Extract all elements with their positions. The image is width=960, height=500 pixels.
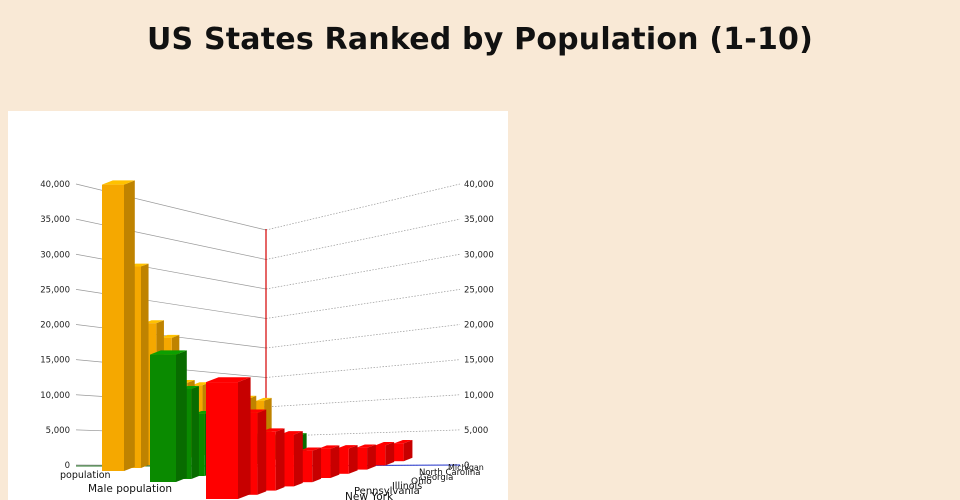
category-label: North Carolina [419,468,480,478]
bar-s2-c7-top [356,444,376,448]
bar-s2-c8-top [375,442,395,446]
series-label-population: population [60,470,111,481]
y-tick-label-left: 20,000 [40,321,70,331]
category-label: Pennsylvania [354,486,420,497]
bar-s2-c1-side [257,409,267,495]
gridline-right [265,183,461,231]
y-tick-label-left: 40,000 [40,180,70,190]
y-tick-label-left: 10,000 [40,391,70,401]
bar-s2-c5-top [318,445,340,449]
bar-s0-c5-top [192,382,211,386]
bar-s2-c5 [318,445,340,478]
labels: 0 0 5,000 5,000 10,000 10,000 15,000 15,000 20,0… [40,180,494,500]
bar-s0-c9-top [256,397,272,401]
bar-s2-c6-top [337,445,358,449]
bar-s2-c5-front [318,448,331,478]
gridline-right [265,359,461,378]
y-tick-label-left: 30,000 [40,250,70,260]
bar-s0-c0 [102,180,135,472]
category-label: Ohio [411,477,432,487]
bar-s0-c3-top [160,334,180,338]
y-tick-label-left: 0 [65,461,70,471]
bar-s2-c7 [356,444,376,470]
bar-s2-c8-side [385,442,395,466]
y-tick-label-right: 30,000 [464,250,494,260]
bar-s2-c2-top [261,428,285,432]
y-tick-label-right: 10,000 [464,391,494,401]
category-label: Illinois [392,481,422,492]
y-tick-label-right: 0 [464,461,469,471]
bar-s1-c0-front [150,354,176,482]
y-tick-label-left: 5,000 [46,426,70,436]
bar-s0-c0-side [124,180,135,472]
chart-3d-bars: 0 0 5,000 5,000 10,000 10,000 15,000 15,000 20,0… [40,180,494,500]
bar-s2-c9-top [394,439,413,444]
category-label: Michigan [448,463,484,472]
bar-s2-c0-side [238,377,251,499]
bar-s2-c7-front [356,447,368,470]
bar-s2-c3-top [280,431,303,435]
chart-panel: 0 0 5,000 5,000 10,000 10,000 15,000 15,000 20,0… [8,111,508,500]
bar-s1-c0 [150,350,187,482]
page-title: US States Ranked by Population (1-10) [146,22,814,57]
y-tick-label-left: 25,000 [40,285,70,295]
bar-s2-c6 [337,445,358,474]
category-label: New York [345,491,394,500]
y-tick-label-right: 5,000 [464,426,488,436]
bar-s2-c4-top [299,447,322,451]
y-tick-label-left: 35,000 [40,215,70,225]
bar-s2-c8-front [375,445,386,466]
bar-s2-c6-side [348,445,358,474]
bar-s2-c0-top [206,377,251,383]
y-tick-label-right: 35,000 [464,215,494,225]
gridline-right [265,253,461,290]
bar-s0-c0-front [102,184,124,471]
bar-s2-c6-front [337,448,349,474]
y-tick-label-left: 15,000 [40,356,70,366]
bar-s1-c0-top [150,350,187,355]
bar-s1-c1-side [191,386,199,479]
bar-s1-c0-side [176,350,187,482]
bar-s2-c2-side [275,428,285,491]
bar-s2-c0 [206,377,251,499]
y-tick-label-right: 20,000 [464,321,494,331]
bar-s1-c2-front [194,413,205,476]
bar-s0-c0-top [102,180,135,185]
bar-s2-c3-side [293,431,303,487]
gridline-right [265,429,461,437]
category-label: Georgia [420,473,453,483]
gridline-right [265,394,461,408]
y-tick-label-right: 40,000 [464,180,494,190]
y-tick-label-right: 25,000 [464,285,494,295]
bar-s2-c9 [394,439,413,462]
bars [102,180,413,499]
gridline-right [265,289,461,319]
bar-s0-c1-side [140,263,149,468]
gridline-right [265,218,461,260]
series-label-male-population: Male population [88,483,172,495]
bar-s2-c7-side [367,444,376,470]
bar-s2-c0-front [206,382,238,499]
bar-s2-c4-side [312,447,322,483]
gridline-right [265,324,461,349]
bar-s0-c2-top [144,320,164,324]
bar-s2-c9-front [394,443,404,462]
y-tick-label-right: 15,000 [464,356,494,366]
bar-s2-c5-side [330,445,340,478]
bar-s2-c9-side [403,439,413,462]
bar-s2-c8 [375,442,395,466]
